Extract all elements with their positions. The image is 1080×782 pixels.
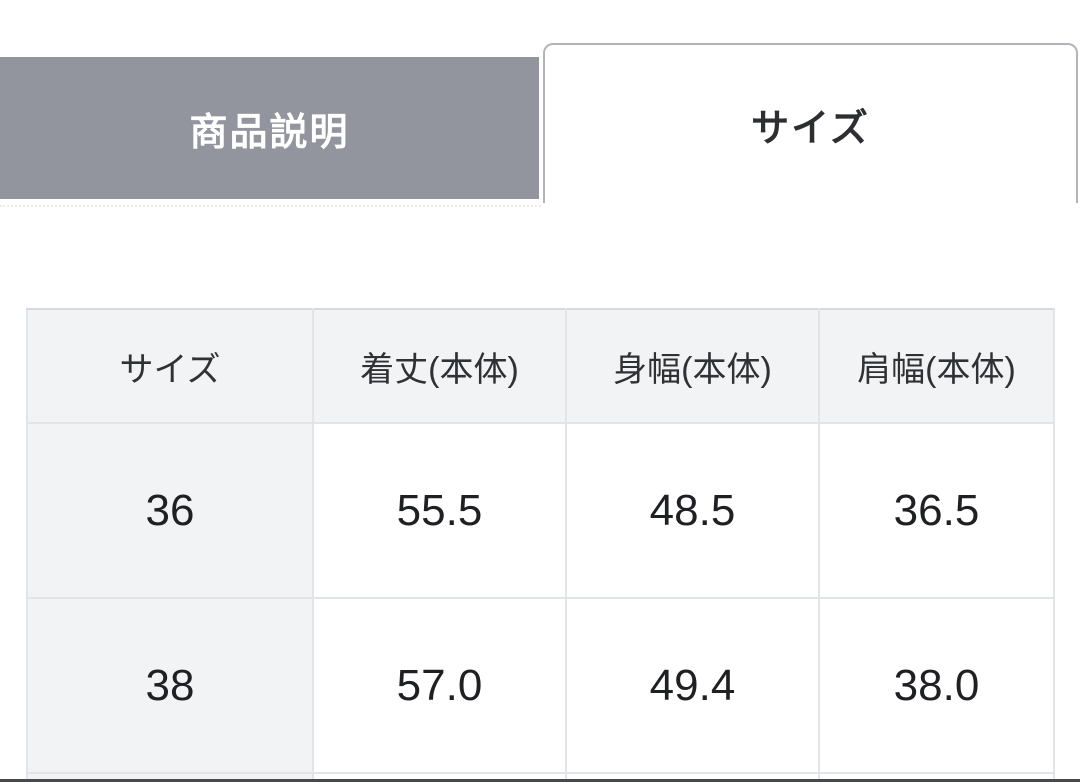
shoulder-width-cell: 38.0 xyxy=(818,597,1055,774)
size-cell: 36 xyxy=(26,422,314,599)
length-cell: 57.0 xyxy=(312,597,567,774)
body-width-cell: 48.5 xyxy=(565,422,820,599)
table-row: 38 57.0 49.4 38.0 xyxy=(26,597,1055,774)
size-cell xyxy=(26,772,314,779)
size-chart-table: サイズ 着丈(本体) 身幅(本体) 肩幅(本体) 36 55.5 48.5 36… xyxy=(26,308,1055,779)
tab-product-description[interactable]: 商品説明 xyxy=(0,57,539,199)
tab-size-label: サイズ xyxy=(751,107,870,150)
body-width-cell: 49.4 xyxy=(565,597,820,774)
length-cell xyxy=(312,772,567,779)
col-header-body-width: 身幅(本体) xyxy=(565,308,820,424)
table-row-partial xyxy=(26,772,1055,779)
tab-size[interactable]: サイズ xyxy=(543,43,1078,203)
size-table: サイズ 着丈(本体) 身幅(本体) 肩幅(本体) 36 55.5 48.5 36… xyxy=(26,308,1055,779)
col-header-size: サイズ xyxy=(26,308,314,424)
size-cell: 38 xyxy=(26,597,314,774)
tab-bar-underline xyxy=(0,205,541,207)
table-header-row: サイズ 着丈(本体) 身幅(本体) 肩幅(本体) xyxy=(26,308,1055,424)
bottom-divider xyxy=(0,779,1080,782)
shoulder-width-cell xyxy=(818,772,1055,779)
table-row: 36 55.5 48.5 36.5 xyxy=(26,422,1055,599)
col-header-shoulder-width: 肩幅(本体) xyxy=(818,308,1055,424)
body-width-cell xyxy=(565,772,820,779)
col-header-length: 着丈(本体) xyxy=(312,308,567,424)
length-cell: 55.5 xyxy=(312,422,567,599)
tab-product-description-label: 商品説明 xyxy=(189,111,350,154)
shoulder-width-cell: 36.5 xyxy=(818,422,1055,599)
